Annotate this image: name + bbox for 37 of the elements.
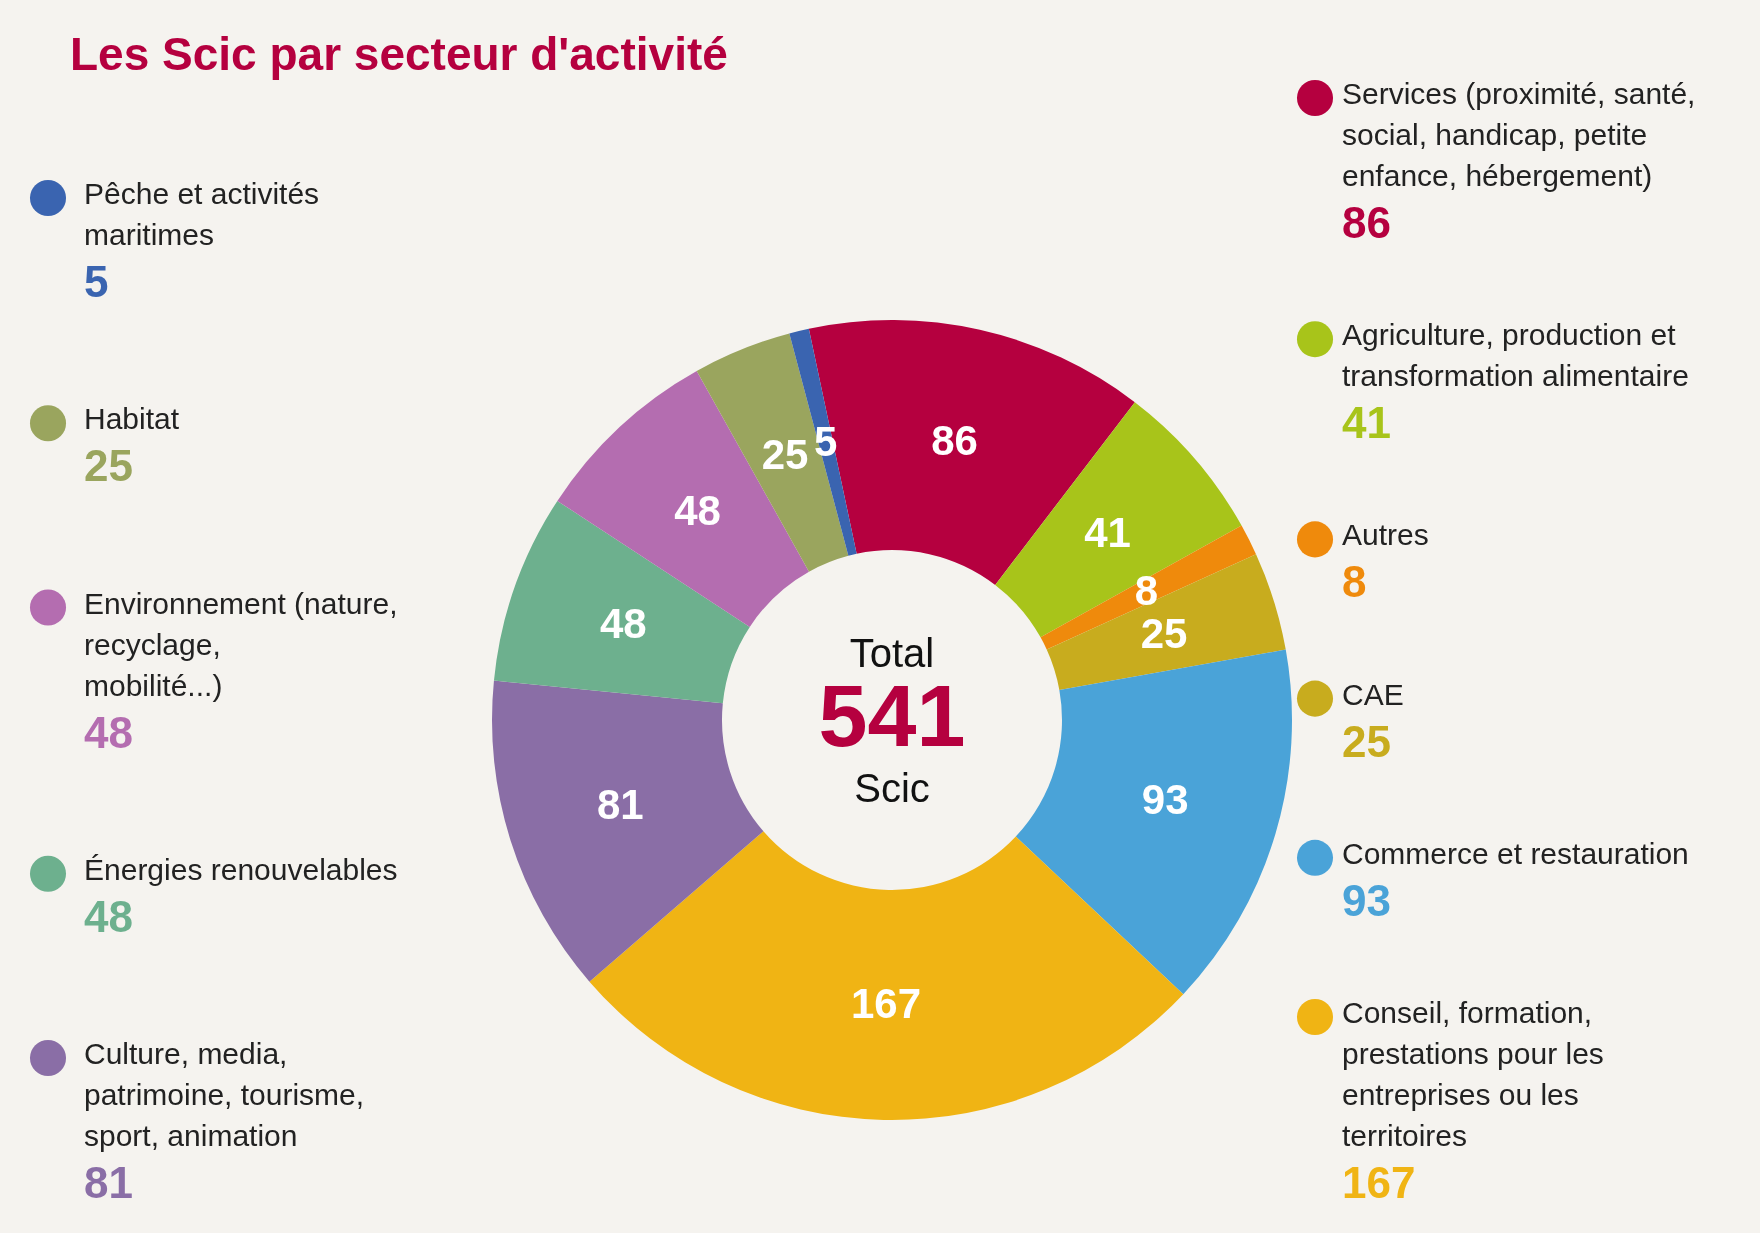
legend-label: Habitat	[84, 402, 180, 436]
data-label: 48	[599, 600, 647, 648]
text: 5	[84, 257, 109, 306]
donut-slice	[808, 320, 1135, 585]
data-label: 25	[761, 430, 809, 478]
text: 41	[1342, 398, 1391, 448]
text: 25	[1342, 716, 1391, 766]
text: 48	[84, 707, 133, 757]
data-label: 41	[1084, 508, 1131, 556]
donut-slice	[1046, 554, 1286, 691]
legend-label: Commerce et restauration	[1342, 836, 1689, 870]
donut-slice	[589, 831, 1184, 1120]
legend-label: Environnement (nature, recyclage, mobilité...)	[84, 586, 398, 702]
legend-label: Autres	[1342, 518, 1429, 552]
text: Scic	[854, 766, 930, 810]
text: 8	[1342, 557, 1367, 607]
text: 25	[84, 441, 133, 491]
legend-label: CAE	[1342, 677, 1404, 711]
legend-label: Énergies renouvelables	[84, 852, 398, 886]
donut-slice	[1015, 649, 1292, 995]
data-label: 86	[931, 416, 978, 464]
donut-slice	[492, 680, 764, 982]
chart-title: Les Scic par secteur d'activité	[70, 28, 728, 80]
legend-label: Pêche et activités maritimes	[84, 177, 320, 251]
text: 86	[1342, 198, 1391, 247]
data-label: 167	[850, 979, 922, 1027]
text: 93	[1342, 875, 1391, 925]
text: 48	[84, 891, 133, 941]
data-label: 93	[1141, 776, 1189, 824]
data-label: 48	[674, 486, 721, 534]
text: 81	[84, 1158, 133, 1207]
legend-label: Services (proximité, santé, social, handicap, petite enfance, hébergement)	[1342, 77, 1696, 192]
text: 167	[1342, 1158, 1416, 1207]
legend-label: Culture, media, patrimoine, tourisme, sport, animation	[84, 1037, 365, 1152]
data-label: 81	[596, 781, 644, 829]
legend-label: Agriculture, production et transformation alimentaire	[1342, 318, 1689, 393]
legend-label: Conseil, formation, prestations pour les entreprises ou les territoires	[1342, 996, 1604, 1152]
